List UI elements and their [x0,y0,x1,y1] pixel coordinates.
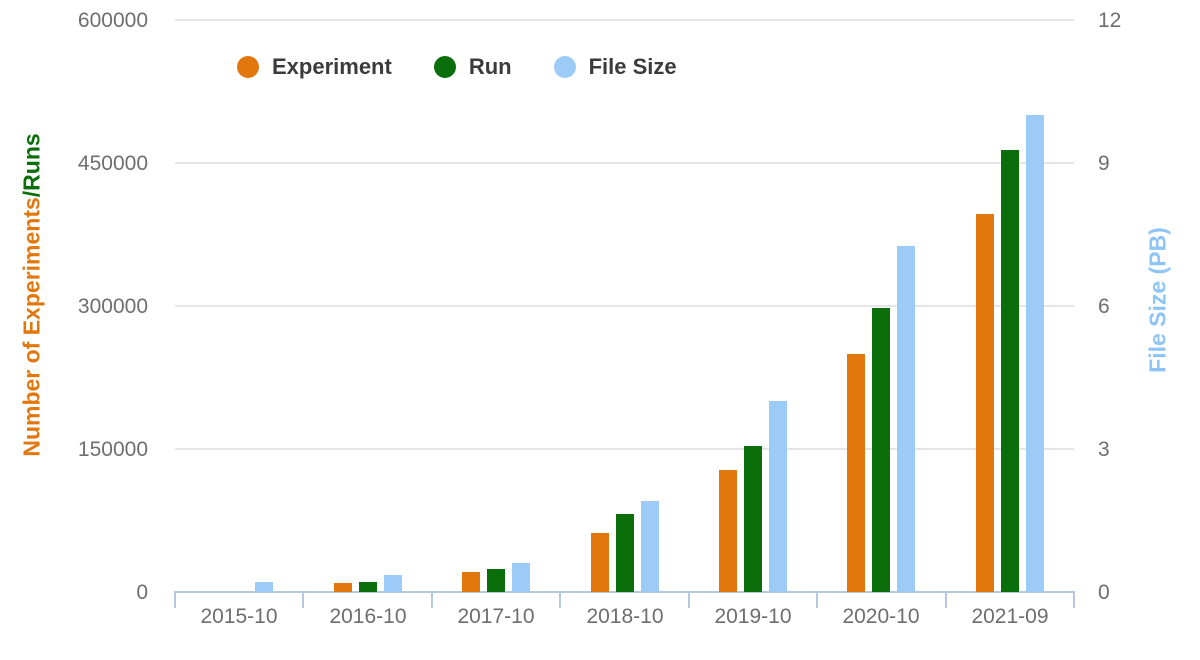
bar-experiment[interactable] [976,214,994,592]
legend-item-file-size[interactable]: File Size [553,54,677,79]
gridline [175,162,1074,164]
bar-experiment[interactable] [462,572,480,592]
bar-run[interactable] [359,582,377,592]
bar-file-size[interactable] [641,501,659,592]
left-axis-tick-label: 0 [136,581,148,604]
bar-run[interactable] [487,569,505,592]
legend-experiment-dot-icon [237,56,259,78]
x-axis-category-label: 2019-10 [714,605,792,628]
bar-file-size[interactable] [897,246,915,592]
gridline [175,19,1074,21]
gridline [175,448,1074,450]
x-axis-category-label: 2021-09 [971,605,1049,628]
x-axis-tick [945,591,947,608]
left-axis-title: Number of Experiments/Runs [19,133,46,456]
bar-run[interactable] [1001,150,1019,592]
bar-file-size[interactable] [384,575,402,592]
x-axis-category-label: 2017-10 [457,605,535,628]
right-axis-tick-label: 9 [1098,152,1110,175]
x-axis-tick [302,591,304,608]
bar-experiment[interactable] [591,533,609,592]
x-axis-tick [174,591,176,608]
x-axis-tick [1073,591,1075,608]
right-axis-tick-label: 12 [1098,9,1122,32]
legend-experiment-label: Experiment [272,54,392,79]
x-axis-tick [559,591,561,608]
legend-run-label: Run [468,54,512,79]
x-axis-tick [688,591,690,608]
bar-file-size[interactable] [512,563,530,592]
left-axis-title-runs: /Runs [18,133,45,198]
bar-file-size[interactable] [255,582,273,592]
bar-file-size[interactable] [1026,115,1044,592]
right-axis-tick-label: 3 [1098,438,1110,461]
chart-legend: Experiment Run File Size [237,55,677,79]
x-axis-line [175,591,1075,593]
legend-run-dot-icon [433,56,456,78]
left-axis-tick-label: 450000 [77,152,148,175]
left-axis-tick-label: 150000 [77,438,148,461]
x-axis-category-label: 2018-10 [586,605,664,628]
left-axis-title-experiments: Number of Experiments [18,197,45,457]
x-axis-tick [816,591,818,608]
left-axis-tick-label: 300000 [77,295,148,318]
left-axis-tick-label: 600000 [77,9,148,32]
bar-run[interactable] [872,308,890,592]
bar-experiment[interactable] [847,354,865,592]
x-axis-category-label: 2015-10 [200,605,278,628]
legend-file-size-dot-icon [553,56,576,78]
right-axis-tick-label: 0 [1098,581,1110,604]
x-axis-tick [431,591,433,608]
legend-item-experiment[interactable]: Experiment [237,55,392,79]
x-axis-category-label: 2016-10 [329,605,407,628]
bar-run[interactable] [616,514,634,592]
bar-run[interactable] [744,446,762,592]
bar-experiment[interactable] [719,470,737,592]
legend-item-run[interactable]: Run [433,54,512,79]
gridline [175,305,1074,307]
bar-experiment[interactable] [334,583,352,592]
legend-file-size-label: File Size [588,54,677,79]
bar-file-size[interactable] [769,401,787,592]
right-axis-tick-label: 6 [1098,295,1110,318]
x-axis-category-label: 2020-10 [842,605,920,628]
